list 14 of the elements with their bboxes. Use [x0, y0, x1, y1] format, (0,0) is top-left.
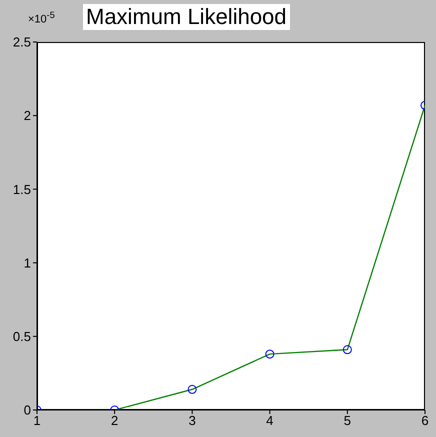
x-tick-label: 6: [421, 413, 429, 428]
y-tick-label: 2.5: [12, 34, 31, 50]
y-tick-label: 1.5: [12, 182, 31, 197]
y-tick-label: 0: [24, 402, 31, 418]
x-tick-label: 5: [344, 413, 352, 428]
y-tick-label: 2: [24, 108, 31, 124]
y-tick-label: 1: [24, 255, 31, 270]
text: ×10$^{-5}$: [28, 10, 55, 26]
chart-title: Maximum Likelihood: [83, 4, 290, 30]
y-tick-label: 0.5: [12, 329, 31, 344]
x-tick-label: 3: [188, 413, 196, 428]
x-tick-label: 4: [266, 413, 274, 428]
x-tick-label: 1: [33, 413, 41, 428]
x-tick-label: 2: [110, 413, 118, 428]
